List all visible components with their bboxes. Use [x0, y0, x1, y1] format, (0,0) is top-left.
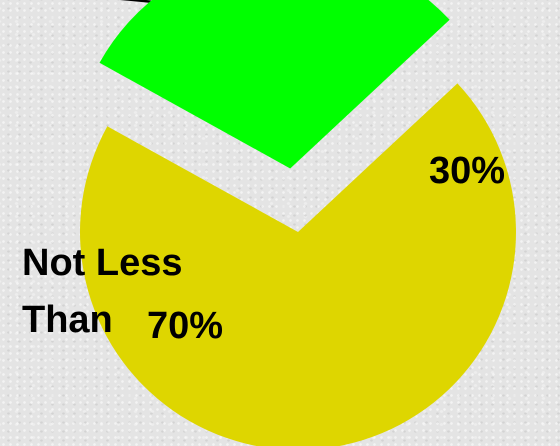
pie-slice-not-less-than-70 [80, 83, 516, 446]
slice-value-label-70: 70% [147, 305, 223, 347]
pie-slice-30 [99, 0, 450, 169]
slice-value-label-30: 30% [429, 150, 505, 192]
slice-label-line-2: Than [22, 299, 113, 341]
slice-label-line-1: Not Less [22, 242, 182, 284]
